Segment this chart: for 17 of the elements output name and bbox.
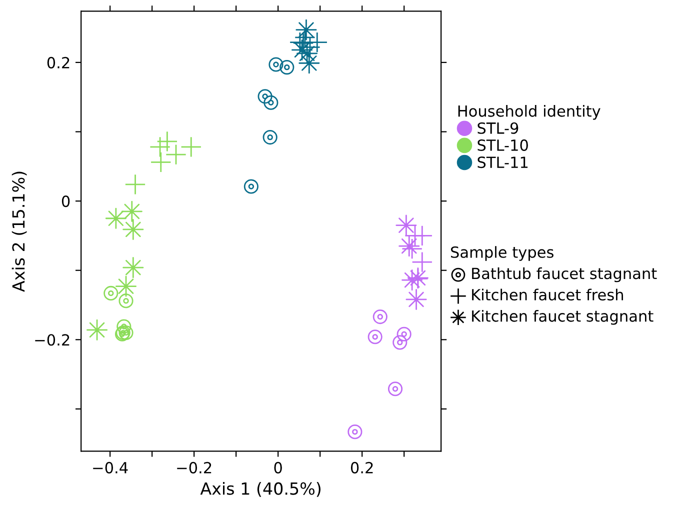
- y-tick-label: 0: [62, 196, 70, 208]
- text: Sample types: [450, 246, 554, 261]
- legend-title: Household identity: [458, 105, 600, 120]
- legend-label: STL-9: [478, 122, 518, 134]
- x-tick-label: −0.2: [177, 462, 212, 474]
- text: Kitchen faucet fresh: [472, 288, 623, 301]
- x-tick-label: 0.2: [350, 462, 373, 474]
- legend-label: STL-11: [478, 156, 528, 168]
- y-tick-label: 0.2: [47, 56, 70, 68]
- x-tick-label: 0: [274, 462, 282, 474]
- text: Bathtub faucet stagnant: [472, 267, 657, 282]
- x-tick-label: −0.4: [93, 462, 128, 474]
- text: Kitchen faucet stagnant: [472, 310, 654, 325]
- x-axis-title: Axis 1 (40.5%): [200, 482, 320, 497]
- legend-label: STL-10: [478, 139, 528, 151]
- y-axis-title: Axis 2 (15.1%): [12, 172, 27, 292]
- y-tick-label: −0.2: [35, 334, 70, 346]
